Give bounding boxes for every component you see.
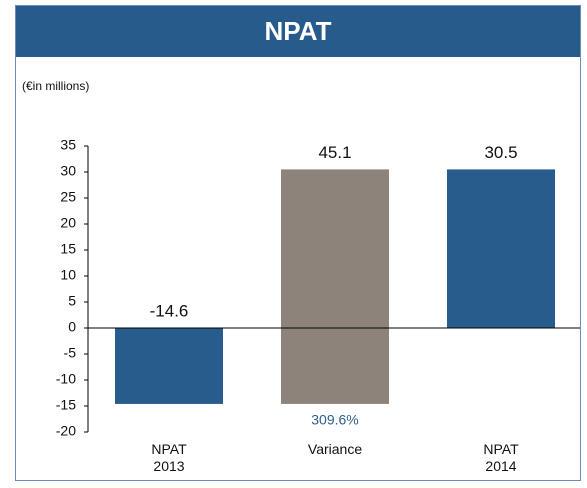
y-tick-label: -5 [64, 345, 77, 361]
y-tick-label: 20 [60, 215, 76, 231]
y-tick-label: 35 [60, 137, 76, 153]
x-tick-label: NPAT 2013 [151, 441, 187, 474]
data-label: -14.6 [150, 301, 189, 320]
data-label: 45.1 [318, 143, 351, 162]
data-label: 30.5 [484, 143, 517, 162]
y-tick-label: 30 [60, 163, 76, 179]
x-tick-label: NPAT 2014 [483, 441, 519, 474]
chart-title: NPAT [265, 16, 332, 46]
bar [115, 328, 223, 404]
y-tick-label: -20 [56, 423, 76, 439]
subtitle: (€in millions) [22, 79, 89, 93]
y-tick-label: 10 [60, 267, 76, 283]
annotation: 309.6% [311, 412, 358, 428]
y-tick-label: 5 [68, 293, 76, 309]
header [16, 6, 580, 57]
bar [447, 169, 555, 328]
y-tick-label: -10 [56, 371, 76, 387]
y-tick-label: 15 [60, 241, 76, 257]
y-tick-label: -15 [56, 397, 76, 413]
y-tick-label: 0 [68, 319, 76, 335]
y-tick-label: 25 [60, 189, 76, 205]
bar [281, 169, 389, 404]
x-tick-label: Variance [307, 441, 363, 457]
